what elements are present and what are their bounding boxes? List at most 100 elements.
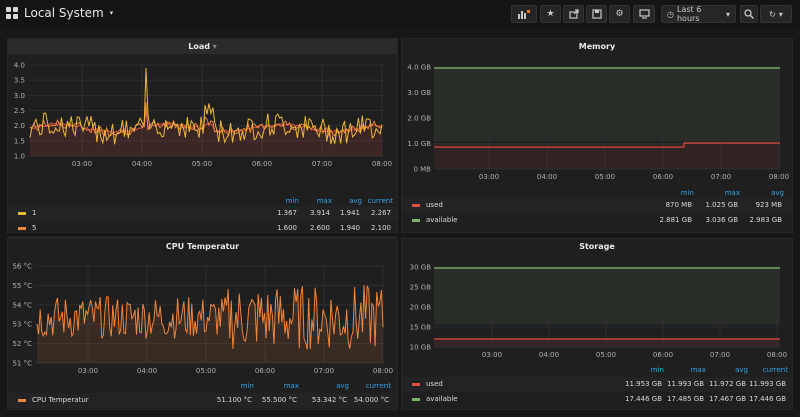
series-swatch [18,227,26,230]
refresh-button[interactable]: ↻ ▾ [760,5,792,23]
y-tick-label: 0 MB [413,166,431,174]
x-tick-label: 07:00 [312,160,332,168]
legend-value-max: 17.485 GB [667,395,704,403]
x-tick-label: 05:00 [596,351,616,359]
refresh-icon: ↻ [769,9,776,19]
x-tick-label: 05:00 [192,160,212,168]
x-tick-label: 05:00 [196,367,216,375]
add-panel-button[interactable] [511,5,537,23]
top-navbar: Local System ▾ ★ ⚙ ◷ Last 6 hours ▾ ↻ ▾ [0,0,800,30]
legend-row[interactable]: available 2.881 GB 3.036 GB 2.983 GB [402,213,792,228]
tv-mode-button[interactable] [633,5,655,23]
x-tick-label: 07:00 [314,367,334,375]
legend-row[interactable]: used 870 MB 1.025 GB 923 MB [402,198,792,213]
dashboard-title[interactable]: Local System [24,6,104,20]
cpu-temperature-panel: CPU Temperatur 56 °C 55 °C 54 °C 53 °C 52 °C… [7,238,398,410]
legend-value-avg: 2.983 GB [749,216,783,224]
tv-mode-icon [638,9,650,19]
legend-row[interactable]: used 11.953 GB 11.993 GB 11.972 GB 11.993 GB [402,377,792,392]
share-button[interactable] [563,5,584,23]
chevron-down-icon: ▾ [778,9,783,19]
panel-title[interactable]: Load ▾ [8,39,397,54]
series-name: 1 [32,209,37,217]
y-tick-label: 53 °C [12,321,32,329]
memory-chart: 4.0 GB 3.0 GB 2.0 GB 1.0 GB 0 MB 03:00 04:00 05… [407,64,789,182]
x-tick-label: 06:00 [653,351,673,359]
legend-value-min: 870 MB [665,201,692,209]
legend-value-avg: 53.342 °C [311,396,347,404]
series-name: 5 [32,224,37,232]
x-tick-label: 03:00 [78,367,98,375]
series-name: available [426,395,458,403]
chevron-down-icon[interactable]: ▾ [109,9,114,17]
panel-title[interactable]: Storage [579,242,615,251]
y-tick-label: 55 °C [12,282,32,290]
zoom-out-button[interactable] [740,5,758,23]
x-tick-label: 07:00 [711,173,731,181]
y-tick-label: 1.0 [14,153,25,161]
legend-value-avg: 1.941 [339,209,360,217]
y-tick-label: 4.0 [14,62,25,70]
legend-value-min: 51.100 °C [216,396,252,404]
panel-title[interactable]: Memory [578,42,616,51]
y-tick-label: 54 °C [12,301,32,309]
series-swatch [412,398,420,401]
x-tick-label: 07:00 [710,351,730,359]
y-tick-label: 2.0 [14,122,25,130]
save-button[interactable] [586,5,607,23]
legend-value-avg: 923 MB [755,201,782,209]
legend-value-min: 1.367 [276,209,297,217]
legend-row[interactable]: 5 1.600 2.600 1.940 2.100 [8,221,397,236]
series-1-line [29,67,383,145]
cpu-temperature-line [36,285,384,350]
settings-icon: ⚙ [615,9,624,19]
legend-value-max: 3.036 GB [705,216,739,224]
dashboards-grid-icon[interactable] [6,7,18,19]
legend-value-avg: 17.467 GB [709,395,746,403]
legend-value-avg: 11.972 GB [709,380,746,388]
x-tick-label: 03:00 [479,173,499,181]
y-tick-label: 1.0 GB [407,140,431,148]
series-swatch [412,219,420,222]
star-button[interactable]: ★ [540,5,561,23]
legend-header: min max avg current [285,197,393,205]
y-tick-label: 15 GB [410,324,432,332]
legend-row[interactable]: CPU Temperatur 51.100 °C 55.500 °C 53.342 °… [8,393,397,408]
legend-value-max: 1.025 GB [705,201,739,209]
time-range-picker[interactable]: ◷ Last 6 hours ▾ [661,5,736,23]
legend-value-current: 54.000 °C [353,396,389,404]
x-tick-label: 04:00 [132,160,152,168]
y-tick-label: 4.0 GB [407,64,431,72]
legend-row[interactable]: available 17.446 GB 17.485 GB 17.467 GB 17.4… [402,392,792,407]
legend-value-max: 11.993 GB [667,380,704,388]
legend-row[interactable]: 1 1.367 3.914 1.941 2.267 [8,206,397,221]
panel-title[interactable]: CPU Temperatur [165,242,240,251]
legend-value-max: 2.600 [309,224,330,232]
x-tick-label: 04:00 [137,367,157,375]
series-swatch [18,399,26,402]
x-tick-label: 08:00 [372,160,392,168]
series-name: available [426,216,458,224]
x-tick-label: 08:00 [767,351,787,359]
used-line [434,142,780,148]
y-tick-label: 1.5 [14,137,25,145]
series-name: used [426,201,443,209]
y-tick-label: 2.0 GB [407,115,431,123]
star-icon: ★ [546,9,555,19]
settings-button[interactable]: ⚙ [609,5,630,23]
memory-panel: Memory 4.0 GB 3.0 GB 2.0 GB 1.0 GB 0 MB 03:00… [401,38,793,233]
series-swatch [18,212,26,215]
y-tick-label: 3.0 GB [407,89,431,97]
legend-value-current: 2.100 [370,224,391,232]
available-area [434,267,780,325]
series-name: CPU Temperatur [32,396,89,404]
save-icon [591,9,602,19]
dashboard-picker[interactable]: Local System ▾ [6,6,113,20]
series-name: used [426,380,443,388]
time-range-label: Last 6 hours [676,5,702,23]
y-tick-label: 52 °C [12,340,32,348]
add-panel-icon [518,10,530,19]
zoom-out-icon [744,9,754,19]
legend-value-avg: 1.940 [339,224,360,232]
y-tick-label: 51 °C [12,360,32,368]
